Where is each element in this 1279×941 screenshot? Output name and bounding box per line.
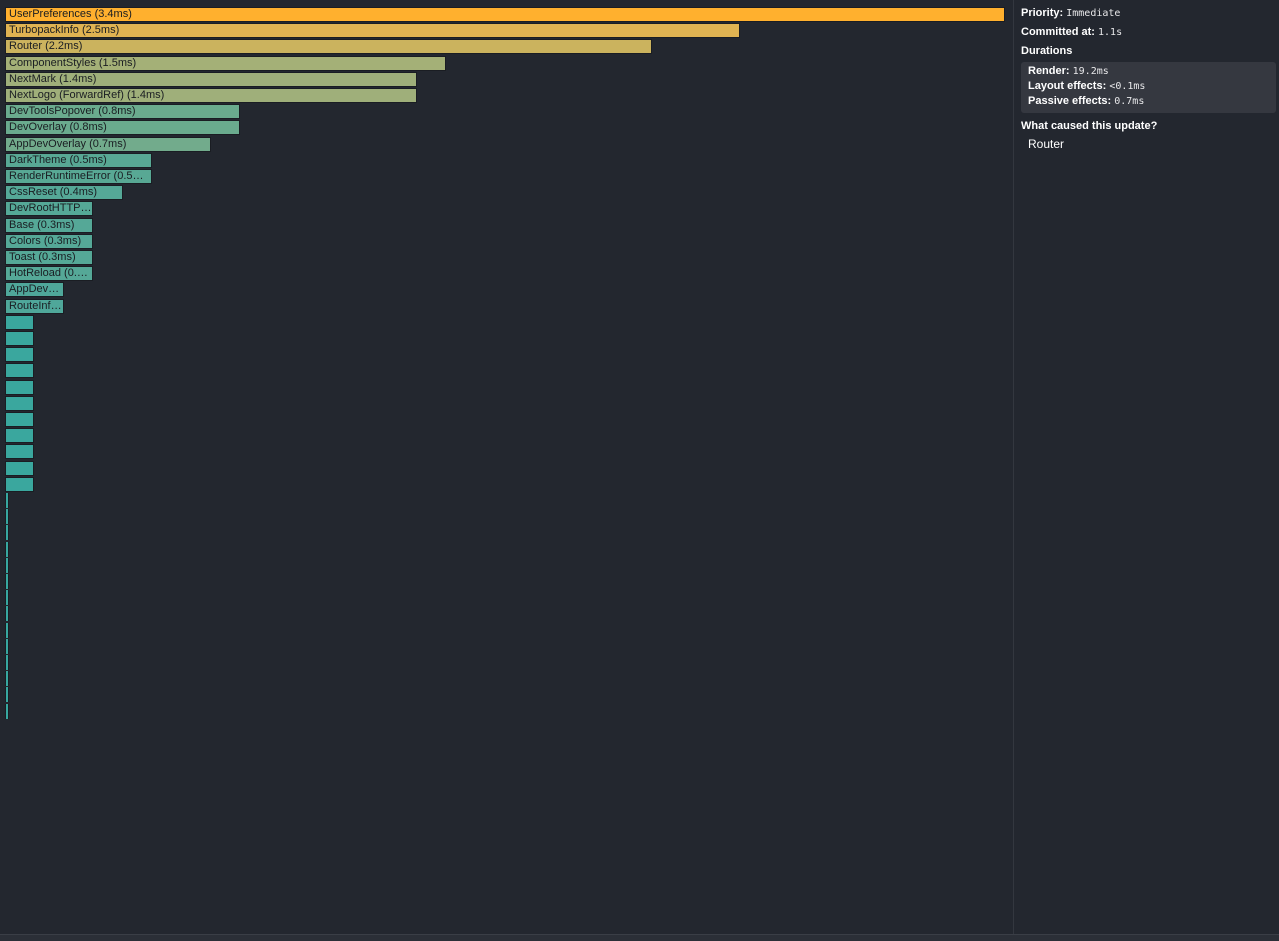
flamegraph-bar[interactable] bbox=[5, 444, 34, 459]
commit-details-panel: Priority: Immediate Committed at: 1.1s D… bbox=[1014, 0, 1279, 934]
flamegraph-bar[interactable] bbox=[5, 704, 9, 719]
flamegraph-bar[interactable] bbox=[5, 380, 34, 395]
flamegraph-bar[interactable]: CssReset (0.4ms) bbox=[5, 185, 123, 200]
flamegraph-bar[interactable]: DevRootHTTP… bbox=[5, 201, 93, 216]
update-cause-item[interactable]: Router bbox=[1028, 137, 1065, 151]
passive-effects-value: 0.7ms bbox=[1114, 96, 1145, 107]
flamegraph-bar[interactable] bbox=[5, 493, 9, 508]
flamegraph-bar[interactable]: HotReload (0.… bbox=[5, 266, 93, 281]
passive-effects-label: Passive effects bbox=[1028, 95, 1108, 107]
flamegraph-bar[interactable]: Router (2.2ms) bbox=[5, 39, 652, 54]
flamegraph-bar[interactable]: NextLogo (ForwardRef) (1.4ms) bbox=[5, 88, 417, 103]
flamegraph-bar[interactable] bbox=[5, 509, 9, 524]
flamegraph-bar[interactable] bbox=[5, 412, 34, 427]
flamegraph-bar[interactable] bbox=[5, 363, 34, 378]
flamegraph-bar[interactable] bbox=[5, 331, 34, 346]
flamegraph-bar[interactable]: TurbopackInfo (2.5ms) bbox=[5, 23, 740, 38]
passive-effects-row: Passive effects: 0.7ms bbox=[1028, 95, 1145, 107]
flamegraph-bar[interactable]: RenderRuntimeError (0.5… bbox=[5, 169, 152, 184]
priority-row: Priority: Immediate bbox=[1021, 7, 1121, 19]
flamegraph-bar[interactable]: Colors (0.3ms) bbox=[5, 234, 93, 249]
flamegraph-bar[interactable] bbox=[5, 461, 34, 476]
committed-at-label: Committed at bbox=[1021, 26, 1092, 38]
flamegraph-bar[interactable] bbox=[5, 574, 9, 589]
flamegraph-bar[interactable] bbox=[5, 477, 34, 492]
render-label: Render bbox=[1028, 65, 1066, 77]
render-value: 19.2ms bbox=[1072, 66, 1109, 77]
flamegraph-bar[interactable] bbox=[5, 347, 34, 362]
durations-heading: Durations bbox=[1021, 45, 1073, 57]
layout-effects-value: <0.1ms bbox=[1109, 81, 1146, 92]
flamegraph-bar[interactable] bbox=[5, 671, 9, 686]
flamegraph-bar[interactable]: AppDevOverlay (0.7ms) bbox=[5, 137, 211, 152]
flamegraph-bar[interactable]: DevOverlay (0.8ms) bbox=[5, 120, 240, 135]
ranked-flamegraph: UserPreferences (3.4ms) TurbopackInfo (2.… bbox=[5, 7, 1005, 719]
flamegraph-bar[interactable]: UserPreferences (3.4ms) bbox=[5, 7, 1005, 22]
flamegraph-bar[interactable] bbox=[5, 639, 9, 654]
flamegraph-bar[interactable]: ComponentStyles (1.5ms) bbox=[5, 56, 446, 71]
flamegraph-bar[interactable] bbox=[5, 396, 34, 411]
flamegraph-bar[interactable]: RouteInf… bbox=[5, 299, 64, 314]
layout-effects-label: Layout effects bbox=[1028, 80, 1103, 92]
bottom-scrollbar[interactable] bbox=[0, 934, 1279, 941]
panel-divider[interactable] bbox=[1013, 0, 1014, 934]
flamegraph-bar[interactable] bbox=[5, 428, 34, 443]
flamegraph-bar[interactable]: DarkTheme (0.5ms) bbox=[5, 153, 152, 168]
flamegraph-bar[interactable]: DevToolsPopover (0.8ms) bbox=[5, 104, 240, 119]
render-duration-row: Render: 19.2ms bbox=[1028, 65, 1109, 77]
flamegraph-bar[interactable]: AppDev… bbox=[5, 282, 64, 297]
flamegraph-bar[interactable] bbox=[5, 606, 9, 621]
flamegraph-bar[interactable] bbox=[5, 687, 9, 702]
priority-value: Immediate bbox=[1066, 8, 1121, 19]
flamegraph-bar[interactable]: Base (0.3ms) bbox=[5, 218, 93, 233]
flamegraph-bar[interactable] bbox=[5, 542, 9, 557]
flamegraph-bar[interactable]: Toast (0.3ms) bbox=[5, 250, 93, 265]
committed-at-row: Committed at: 1.1s bbox=[1021, 26, 1123, 38]
flamegraph-bar[interactable] bbox=[5, 315, 34, 330]
flamegraph-bar[interactable] bbox=[5, 655, 9, 670]
flamegraph-bar[interactable] bbox=[5, 558, 9, 573]
durations-box: Render: 19.2ms Layout effects: <0.1ms Pa… bbox=[1021, 62, 1276, 113]
flamegraph-bar[interactable] bbox=[5, 525, 9, 540]
flamegraph-bar[interactable] bbox=[5, 623, 9, 638]
layout-effects-row: Layout effects: <0.1ms bbox=[1028, 80, 1146, 92]
priority-label: Priority bbox=[1021, 7, 1060, 19]
update-cause-heading: What caused this update? bbox=[1021, 120, 1158, 132]
update-cause-list: Router bbox=[1021, 137, 1276, 152]
flamegraph-bar[interactable]: NextMark (1.4ms) bbox=[5, 72, 417, 87]
committed-at-value: 1.1s bbox=[1098, 27, 1123, 38]
flamegraph-bar[interactable] bbox=[5, 590, 9, 605]
